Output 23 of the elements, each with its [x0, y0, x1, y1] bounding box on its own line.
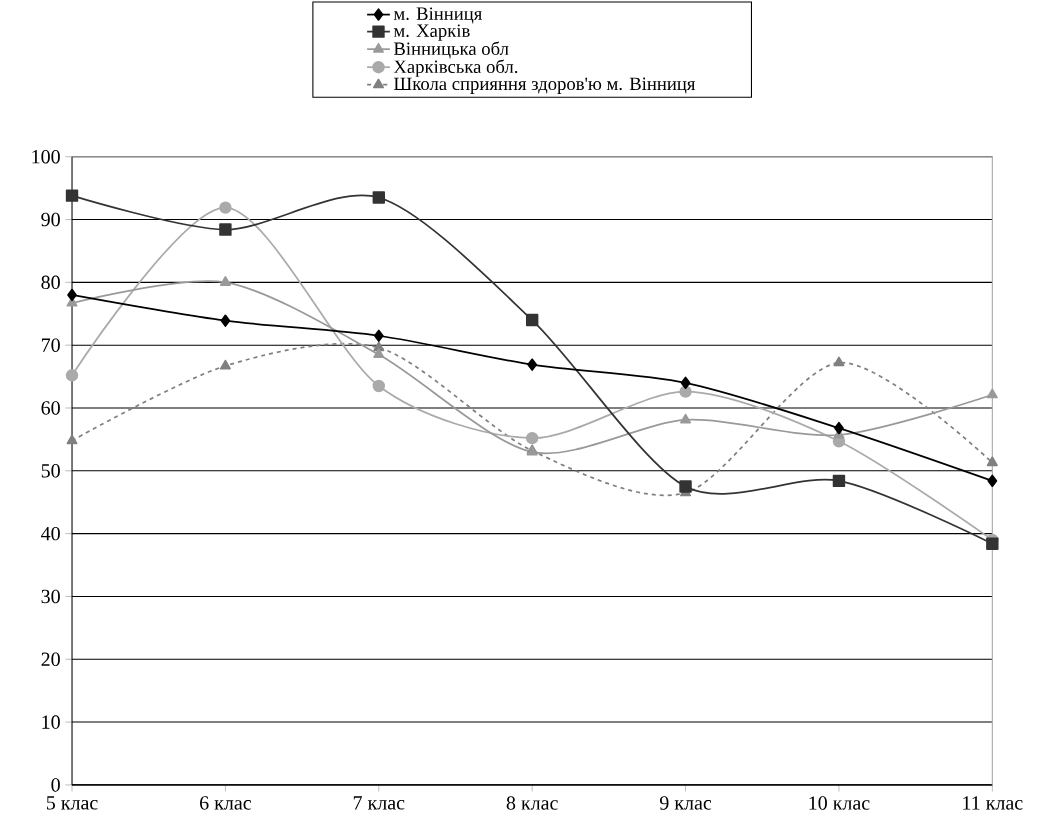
x-tick-label: 9 клас: [659, 796, 712, 810]
y-tick-label: 70: [41, 338, 60, 352]
y-tick-label: 20: [41, 652, 60, 667]
y-tick-label: 40: [41, 526, 60, 541]
x-tick-label: 11 клас: [963, 796, 1023, 810]
x-tick-label: 8 клас: [506, 796, 558, 810]
x-tick-label: 6 клас: [200, 796, 252, 810]
legend-label: Школа сприяння здоров'ю м. Вінниця: [393, 77, 696, 94]
legend-label: Вінницька обл: [393, 41, 509, 59]
y-tick-label: 10: [42, 715, 60, 729]
x-tick-label: 7 клас: [353, 796, 405, 810]
y-tick-label: 60: [41, 401, 60, 415]
y-tick-label: 50: [41, 464, 60, 478]
y-tick-label: 100: [32, 149, 60, 164]
legend-label: м. Харків: [393, 24, 470, 41]
y-tick-label: 0: [51, 778, 60, 792]
legend-label: Харківська обл.: [393, 59, 518, 77]
y-tick-label: 90: [41, 212, 60, 227]
legend-label: м. Вінниця: [393, 7, 482, 24]
y-tick-label: 80: [41, 275, 60, 290]
y-tick-label: 30: [41, 589, 60, 604]
x-tick-label: 10 клас: [809, 796, 870, 810]
x-tick-label: 5 клас: [46, 796, 98, 810]
